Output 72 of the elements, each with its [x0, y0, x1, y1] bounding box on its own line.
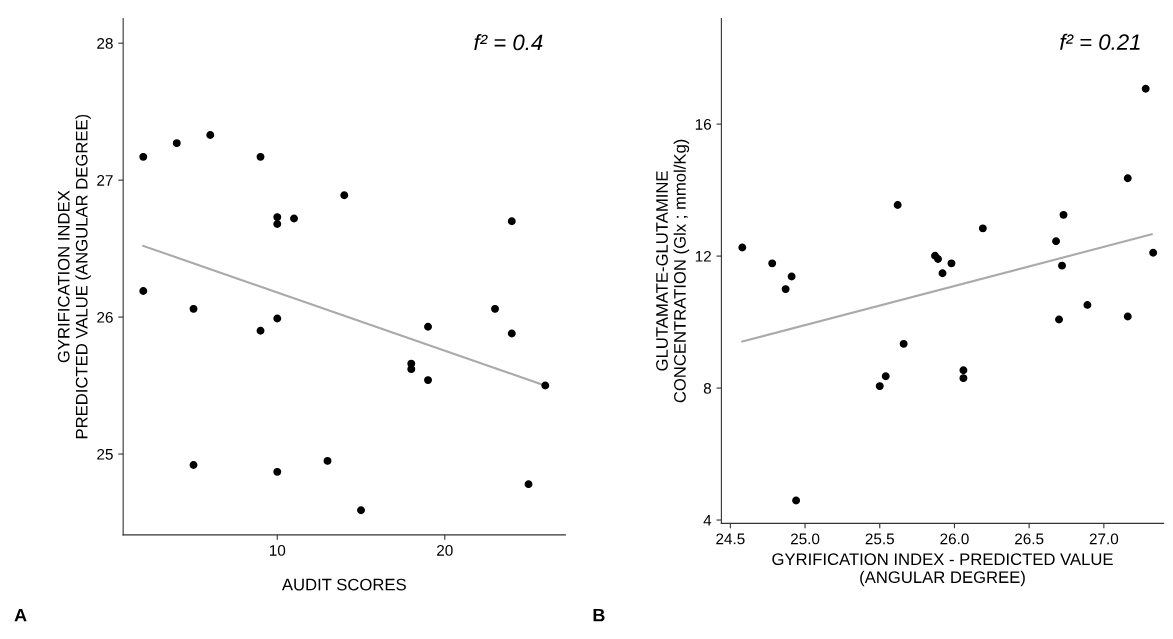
y-tick-label: 8 — [703, 382, 712, 394]
point — [938, 269, 947, 278]
y-tick-label: 27 — [97, 175, 113, 186]
annotation: f² = 0.4 — [474, 34, 543, 51]
x-tick-label: 25.0 — [790, 533, 820, 545]
point — [524, 480, 533, 489]
y-tick-label: 4 — [703, 515, 712, 526]
y-axis-title: GYRIFICATION INDEX PREDICTED VALUE (ANGULAR DEGREE) — [57, 114, 91, 439]
point — [424, 322, 432, 331]
point — [256, 152, 265, 161]
point — [875, 382, 884, 391]
y-tick-label: 26 — [97, 311, 113, 323]
y-axis-title: GLUTAMATE-GLUTAMINE CONCENTRATION (Glx ; mmol/Kg) — [656, 139, 690, 403]
x-tick-label: 27.0 — [1089, 533, 1119, 545]
point — [172, 139, 181, 148]
point — [1083, 300, 1092, 309]
point — [1123, 312, 1132, 321]
point — [1059, 210, 1068, 219]
point — [1052, 237, 1061, 246]
point — [738, 243, 747, 252]
point — [1055, 315, 1063, 324]
point — [781, 285, 790, 294]
point — [541, 381, 550, 390]
point — [1123, 174, 1132, 183]
point — [424, 376, 432, 385]
point — [1141, 84, 1150, 93]
y-tick-label: 28 — [97, 38, 113, 49]
point — [768, 259, 777, 268]
point — [491, 304, 499, 313]
y-tick-label: 25 — [97, 448, 113, 460]
x-tick-label: 10 — [269, 544, 286, 556]
point — [273, 467, 282, 476]
y-tick-label: 16 — [695, 118, 711, 130]
point — [893, 200, 902, 209]
point — [323, 456, 332, 465]
point — [273, 314, 282, 323]
point — [189, 304, 198, 313]
point — [947, 259, 956, 268]
point — [959, 366, 968, 375]
point — [1058, 261, 1066, 270]
point — [899, 339, 908, 348]
annotation: f² = 0.21 — [1060, 33, 1140, 50]
point — [273, 220, 282, 228]
x-axis-title: AUDIT SCORES — [281, 578, 406, 591]
x-tick-label: 26.5 — [1015, 533, 1044, 545]
point — [340, 191, 349, 200]
point — [507, 217, 516, 226]
y-tick-label: 12 — [695, 250, 711, 262]
point — [206, 130, 215, 139]
point — [792, 496, 801, 505]
point — [290, 214, 298, 223]
x-tick-label: 26.0 — [940, 533, 969, 545]
point — [273, 213, 282, 222]
x-tick-label: 24.5 — [716, 533, 745, 545]
point — [787, 272, 796, 281]
point — [256, 326, 265, 335]
point — [357, 506, 365, 515]
point — [139, 287, 148, 296]
point — [1149, 248, 1158, 257]
point — [189, 461, 198, 469]
x-tick-label: 25.5 — [865, 533, 894, 545]
x-axis-title: GYRIFICATION INDEX - PREDICTED VALUE (ANGULAR DEGREE) — [772, 553, 1113, 587]
point — [934, 255, 942, 264]
text: B — [593, 608, 605, 622]
point — [978, 224, 987, 233]
text: A — [14, 608, 27, 622]
point — [507, 329, 516, 338]
point — [959, 374, 968, 383]
point — [881, 372, 890, 381]
x-tick-label: 20 — [437, 544, 453, 556]
point — [407, 365, 416, 374]
point — [139, 152, 148, 161]
